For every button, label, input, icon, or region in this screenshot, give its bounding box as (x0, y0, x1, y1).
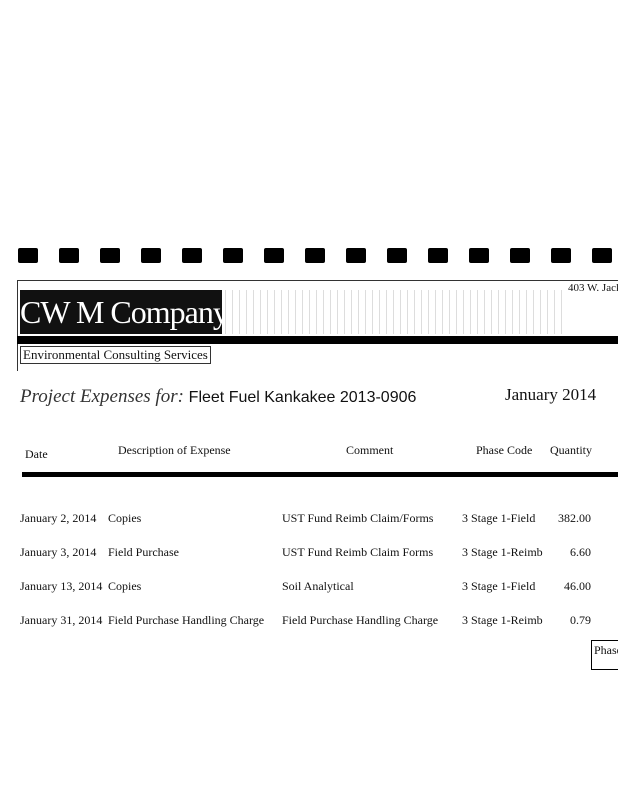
title-prefix: Project Expenses for: (20, 386, 184, 407)
perforation-mark (387, 248, 407, 263)
cell-phase: 3 Stage 1-Reimb (462, 545, 543, 559)
cell-comment: UST Fund Reimb Claim/Forms (282, 511, 434, 525)
cell-phase: 3 Stage 1-Reimb (462, 613, 543, 627)
company-address: 403 W. Jacks (568, 282, 618, 294)
cell-description: Copies (108, 579, 142, 593)
perforation-mark (59, 248, 79, 263)
col-description: Description of Expense (118, 443, 231, 457)
perforation-mark (592, 248, 612, 263)
cell-phase: 3 Stage 1-Field (462, 511, 536, 525)
cell-phase: 3 Stage 1-Field (462, 579, 536, 593)
col-phase-code: Phase Code (476, 443, 533, 457)
cell-date: January 13, 2014 (20, 579, 103, 593)
header-rule (22, 472, 618, 477)
header-bar (17, 336, 618, 344)
perforation-mark (305, 248, 325, 263)
perforation-mark (100, 248, 120, 263)
col-comment: Comment (346, 443, 394, 457)
perforation-mark (346, 248, 366, 263)
letterhead-texture (222, 290, 562, 334)
cell-date: January 2, 2014 (20, 511, 97, 525)
report-period: January 2014 (505, 385, 597, 404)
perforation-mark (469, 248, 489, 263)
col-quantity: Quantity (550, 443, 592, 457)
phase-box: Phase (591, 640, 618, 670)
perforation-mark (18, 248, 38, 263)
perforation-mark (182, 248, 202, 263)
cell-quantity: 382.00 (558, 511, 591, 525)
cell-description: Field Purchase Handling Charge (108, 613, 265, 627)
project-name: Fleet Fuel Kankakee 2013-0906 (188, 389, 417, 406)
cell-date: January 31, 2014 (20, 613, 103, 627)
perforation-mark (223, 248, 243, 263)
cell-quantity: 46.00 (564, 579, 591, 593)
company-tagline: Environmental Consulting Services (20, 346, 211, 364)
perforation-mark (141, 248, 161, 263)
cell-description: Field Purchase (108, 545, 179, 559)
perforation-mark (428, 248, 448, 263)
page-title: Project Expenses for: Fleet Fuel Kankake… (20, 386, 416, 408)
cell-comment: UST Fund Reimb Claim Forms (282, 545, 434, 559)
perforation-mark (551, 248, 571, 263)
cell-date: January 3, 2014 (20, 545, 97, 559)
company-logo: CW M Company (20, 290, 222, 334)
perforation-mark (510, 248, 530, 263)
cell-quantity: 6.60 (570, 545, 591, 559)
perforation-mark (264, 248, 284, 263)
cell-comment: Field Purchase Handling Charge (282, 613, 439, 627)
cell-description: Copies (108, 511, 142, 525)
col-date: Date (25, 447, 48, 461)
cell-comment: Soil Analytical (282, 579, 354, 593)
letterhead-frame (17, 280, 618, 371)
cell-quantity: 0.79 (570, 613, 591, 627)
